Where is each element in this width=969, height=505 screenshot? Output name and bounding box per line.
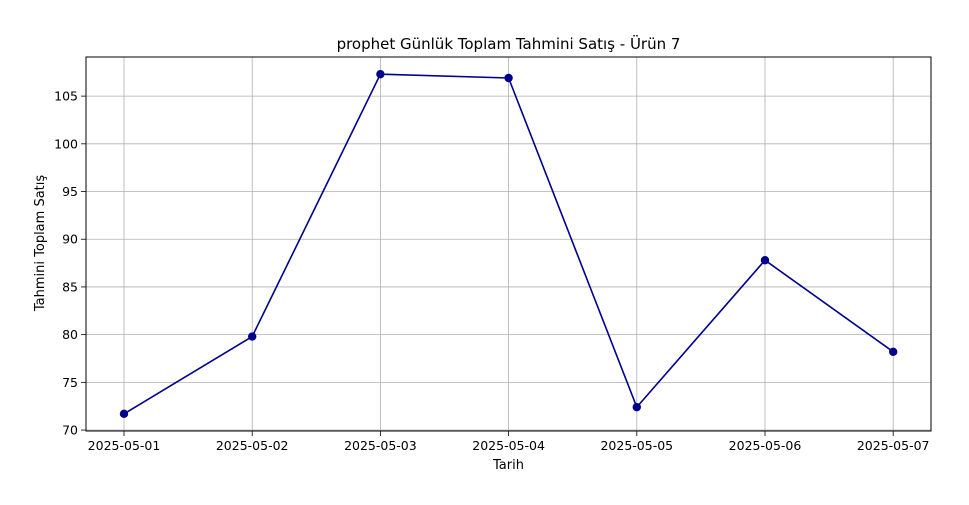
data-point-marker	[504, 73, 513, 83]
y-tick-label: 80	[62, 327, 78, 342]
data-point-marker	[889, 347, 898, 357]
x-tick-label: 2025-05-02	[216, 438, 289, 453]
x-axis-label: Tarih	[492, 458, 524, 473]
y-tick-label: 105	[54, 89, 78, 104]
data-point-marker	[248, 332, 257, 341]
x-tick-label: 2025-05-05	[600, 438, 673, 453]
y-tick-label: 90	[62, 232, 78, 247]
series-line	[119, 69, 898, 419]
data-point-marker	[760, 256, 770, 265]
x-tick-label: 2025-05-04	[472, 438, 545, 453]
y-tick-label: 75	[62, 375, 78, 390]
data-point-marker	[632, 402, 641, 412]
x-tick-label: 2025-05-01	[88, 438, 161, 453]
x-tick-label: 2025-05-07	[857, 438, 930, 453]
grid-lines	[86, 57, 931, 431]
data-point-marker	[119, 409, 129, 419]
y-tick-label: 95	[62, 184, 78, 199]
y-tick-label: 100	[54, 136, 78, 151]
y-tick-label: 85	[62, 279, 78, 294]
y-tick-label: 70	[62, 423, 78, 438]
x-tick-label: 2025-05-06	[729, 438, 802, 453]
y-axis-label: Tahmini Toplam Satış	[33, 175, 48, 312]
chart-title: prophet Günlük Toplam Tahmini Satış - Ür…	[337, 34, 681, 53]
x-tick-label: 2025-05-03	[344, 438, 417, 453]
data-point-marker	[376, 69, 385, 79]
axis-ticks: 2025-05-01 2025-05-02 2025-05-03 2025-05-04…	[54, 89, 929, 453]
